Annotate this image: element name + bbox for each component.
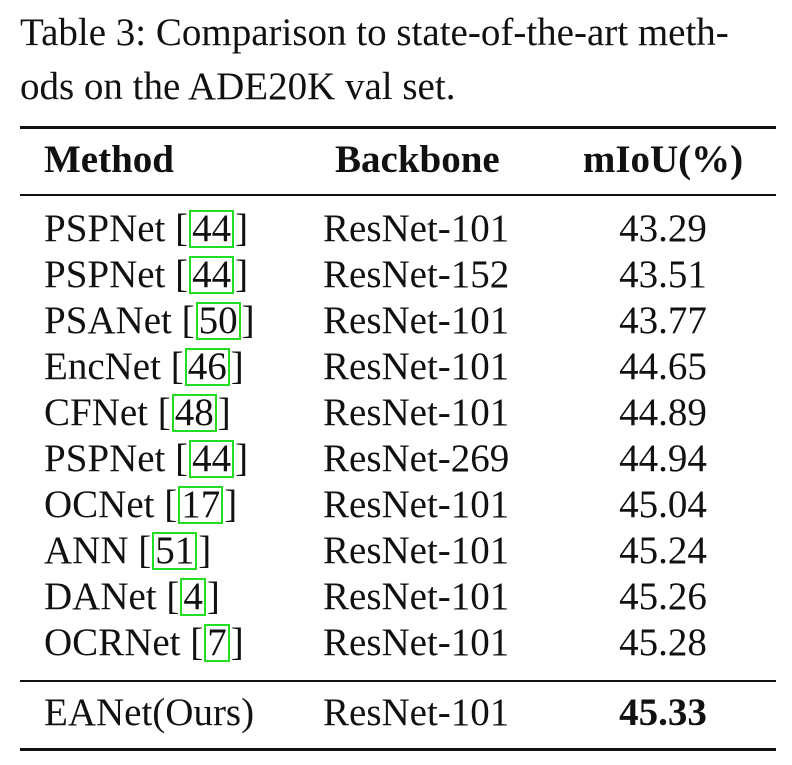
final-row-backbone: ResNet-101: [323, 691, 510, 734]
row-miou: 43.29: [619, 207, 707, 250]
row-miou: 43.77: [619, 299, 707, 342]
row-method: PSPNet [44]: [44, 253, 249, 296]
method-name: EncNet: [44, 345, 161, 388]
citation-link[interactable]: 51: [152, 531, 198, 570]
row-method: OCNet [17]: [44, 483, 238, 526]
row-backbone: ResNet-101: [323, 345, 510, 388]
row-method: PSANet [50]: [44, 299, 255, 342]
top-rule: [20, 126, 776, 129]
row-backbone: ResNet-269: [323, 437, 510, 480]
row-backbone: ResNet-101: [323, 529, 510, 572]
caption-line-1: Table 3: Comparison to state-of-the-art …: [20, 11, 729, 54]
row-backbone: ResNet-101: [323, 483, 510, 526]
method-name: PSPNet: [44, 437, 166, 480]
row-miou: 45.26: [619, 575, 707, 618]
bottom-rule: [20, 748, 776, 751]
citation-link[interactable]: 46: [184, 347, 230, 386]
citation-link[interactable]: 4: [180, 577, 206, 616]
row-method: OCRNet [7]: [44, 621, 244, 664]
row-backbone: ResNet-152: [323, 253, 510, 296]
row-method: ANN [51]: [44, 529, 212, 572]
citation-link[interactable]: 17: [178, 485, 224, 524]
row-miou: 44.65: [619, 345, 707, 388]
header-backbone: Backbone: [335, 138, 500, 181]
citation-link[interactable]: 50: [195, 301, 241, 340]
separator-rule: [20, 680, 776, 682]
citation-link[interactable]: 48: [171, 393, 217, 432]
caption-line-2: ods on the ADE20K val set.: [20, 65, 456, 108]
row-miou: 44.89: [619, 391, 707, 434]
method-name: PSANet: [44, 299, 172, 342]
row-miou: 45.24: [619, 529, 707, 572]
row-backbone: ResNet-101: [323, 621, 510, 664]
header-method: Method: [44, 138, 174, 181]
final-row-miou: 45.33: [619, 691, 707, 734]
row-method: CFNet [48]: [44, 391, 231, 434]
table-caption: Table 3: Comparison to state-of-the-art …: [20, 6, 780, 114]
row-backbone: ResNet-101: [323, 299, 510, 342]
row-backbone: ResNet-101: [323, 391, 510, 434]
row-backbone: ResNet-101: [323, 207, 510, 250]
citation-link[interactable]: 44: [189, 439, 235, 478]
citation-link[interactable]: 44: [189, 255, 235, 294]
method-name: ANN: [44, 529, 129, 572]
row-miou: 43.51: [619, 253, 707, 296]
citation-link[interactable]: 44: [189, 209, 235, 248]
header-miou: mIoU(%): [582, 138, 744, 181]
header-rule: [20, 194, 776, 196]
row-backbone: ResNet-101: [323, 575, 510, 618]
method-name: PSPNet: [44, 207, 166, 250]
citation-link[interactable]: 7: [204, 623, 230, 662]
row-miou: 44.94: [619, 437, 707, 480]
final-row-method: EANet(Ours): [44, 691, 255, 734]
method-name: OCRNet: [44, 621, 181, 664]
method-name: CFNet: [44, 391, 149, 434]
method-name: DANet: [44, 575, 157, 618]
row-miou: 45.04: [619, 483, 707, 526]
row-method: DANet [4]: [44, 575, 220, 618]
method-name: OCNet: [44, 483, 155, 526]
method-name: PSPNet: [44, 253, 166, 296]
row-method: PSPNet [44]: [44, 437, 249, 480]
row-method: EncNet [46]: [44, 345, 244, 388]
row-method: PSPNet [44]: [44, 207, 249, 250]
row-miou: 45.28: [619, 621, 707, 664]
